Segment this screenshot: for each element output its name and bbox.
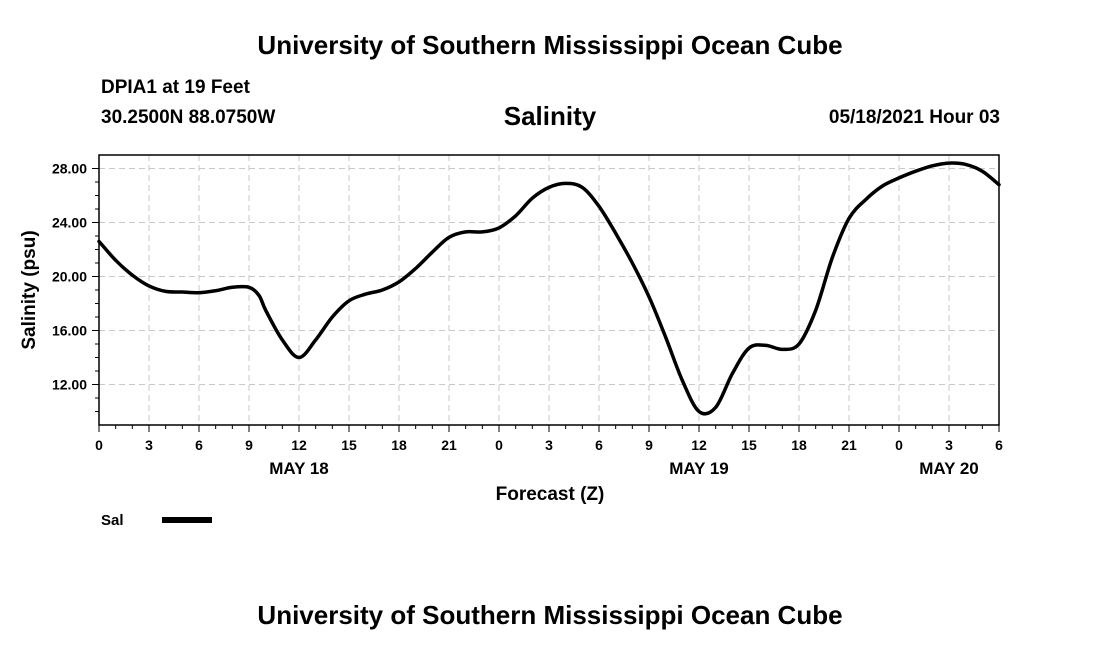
x-tick-label: 6 [195,437,203,453]
y-tick-label: 24.00 [52,215,87,231]
x-tick-label: 18 [391,437,407,453]
date-label: MAY 20 [919,459,979,478]
x-tick-label: 21 [841,437,857,453]
forecast-date-label: 05/18/2021 Hour 03 [828,107,1000,128]
x-tick-label: 9 [645,437,653,453]
x-axis-label: Forecast (Z) [496,484,605,505]
x-tick-label: 3 [545,437,553,453]
x-tick-label: 12 [291,437,307,453]
station-label: DPIA1 at 19 Feet [101,77,250,98]
x-tick-label: 0 [95,437,103,453]
chart-title: Salinity [503,101,597,131]
x-tick-label: 0 [895,437,903,453]
x-tick-label: 6 [595,437,603,453]
page-title: University of Southern Mississippi Ocean… [257,30,843,60]
y-axis-label: Salinity (psu) [19,230,40,349]
x-tick-label: 0 [495,437,503,453]
x-tick-label: 12 [691,437,707,453]
date-label: MAY 18 [269,459,329,478]
footer-title: University of Southern Mississippi Ocean… [257,600,843,630]
y-tick-label: 20.00 [52,269,87,285]
x-tick-label: 18 [791,437,807,453]
date-label: MAY 19 [669,459,729,478]
x-tick-label: 15 [741,437,757,453]
coordinates-label: 30.2500N 88.0750W [101,107,276,128]
x-tick-label: 15 [341,437,357,453]
series-line-sal [97,161,1001,416]
x-tick-label: 3 [145,437,153,453]
x-tick-label: 6 [995,437,1003,453]
x-tick-label: 9 [245,437,253,453]
y-tick-label: 12.00 [52,377,87,393]
x-tick-label: 3 [945,437,953,453]
legend-label: Sal [101,512,124,529]
plot-frame [98,154,1000,426]
y-tick-label: 28.00 [52,161,87,177]
y-tick-label: 16.00 [52,323,87,339]
x-tick-label: 21 [441,437,457,453]
